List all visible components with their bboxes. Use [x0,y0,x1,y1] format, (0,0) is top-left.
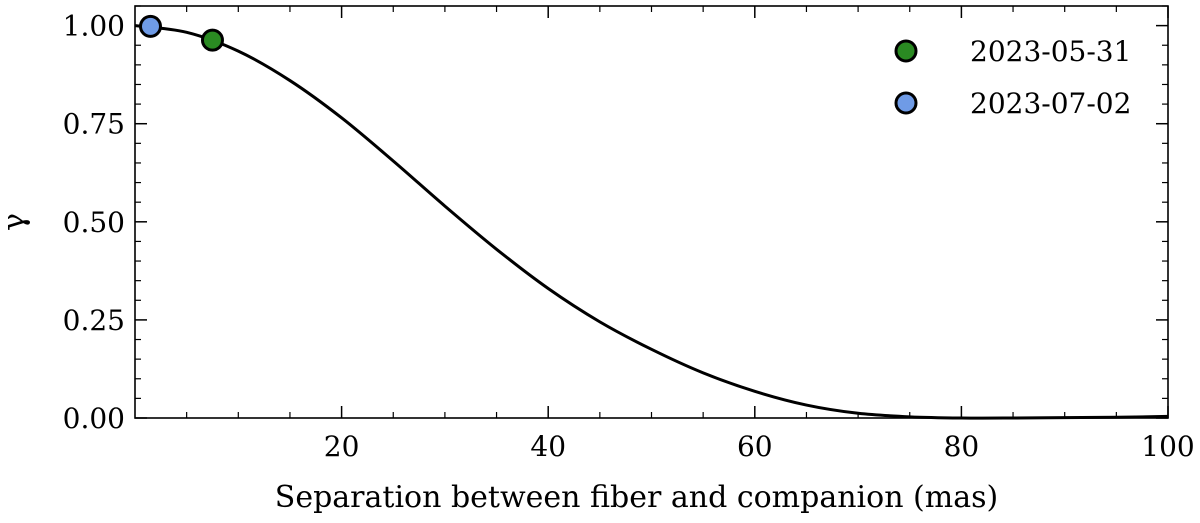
legend-label: 2023-05-31 [970,35,1131,68]
gamma-curve [134,24,1169,420]
plot-frame [134,5,1169,419]
legend-marker [894,39,918,63]
points-layer [138,14,224,52]
legend-marker [894,91,918,115]
y-tick-label: 1.00 [63,10,125,43]
data-point [200,28,224,52]
x-axis-title: Separation between fiber and companion (… [275,480,998,515]
data-point [138,14,162,38]
y-tick-label: 0.75 [63,108,125,141]
y-axis-title: γ [0,213,32,231]
x-tick-label: 60 [737,430,773,463]
y-tick-label: 0.50 [63,206,125,239]
x-tick-label: 40 [530,430,566,463]
x-tick-label: 20 [324,430,360,463]
y-tick-label: 0.25 [63,304,125,337]
x-tick-label: 80 [944,430,980,463]
x-tick-label: 100 [1141,430,1194,463]
legend-label: 2023-07-02 [970,87,1131,120]
y-tick-label: 0.00 [63,402,125,435]
legend: 2023-05-31 2023-07-02 [894,35,1131,120]
tick-labels-layer: 20 40 60 80 100 0.00 0.25 0.50 0.75 1.00 [63,10,1195,463]
